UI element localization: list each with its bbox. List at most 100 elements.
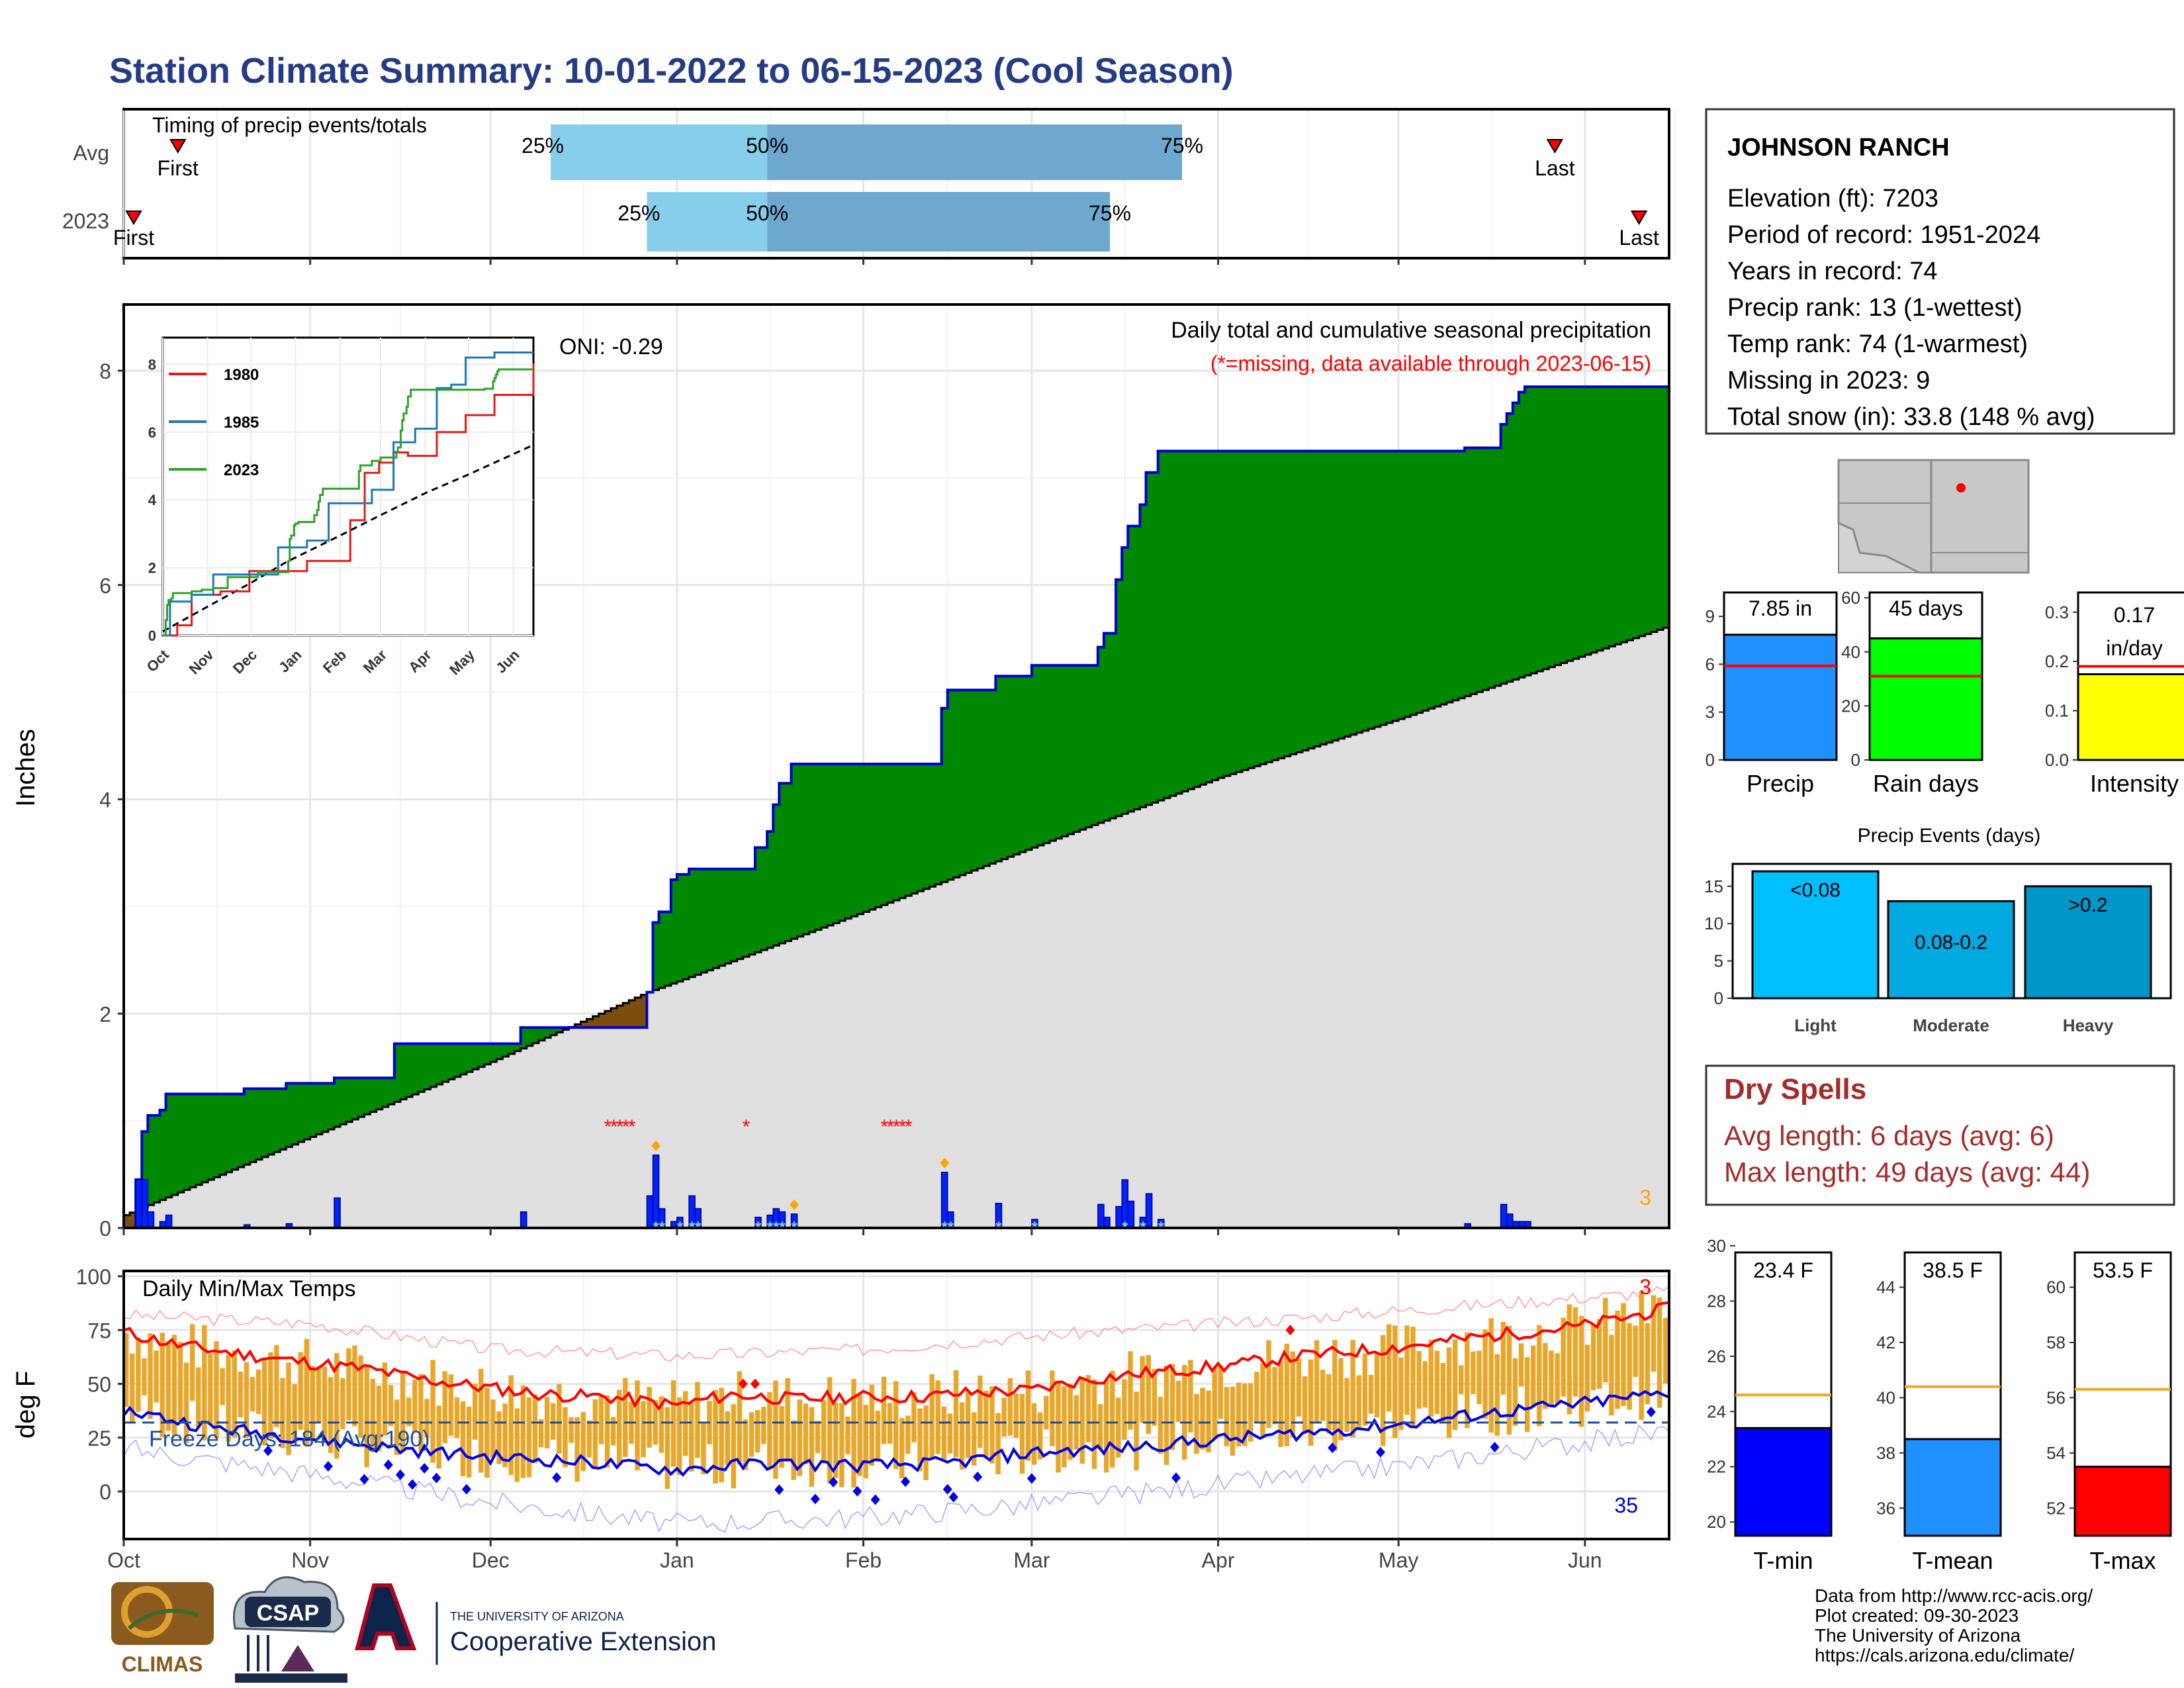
y-tick-label: 52 bbox=[2046, 1498, 2066, 1518]
daily-temp-bar bbox=[905, 1415, 911, 1454]
above-avg-area bbox=[1446, 451, 1453, 703]
above-avg-area bbox=[737, 868, 744, 959]
above-avg-area bbox=[1350, 451, 1357, 735]
daily-temp-bar bbox=[592, 1399, 598, 1469]
daily-temp-bar bbox=[496, 1411, 502, 1464]
above-avg-area bbox=[1410, 451, 1418, 715]
above-avg-area bbox=[1639, 387, 1646, 636]
above-avg-area bbox=[875, 764, 882, 908]
daily-temp-bar bbox=[773, 1380, 778, 1479]
daily-temp-bar bbox=[1200, 1387, 1205, 1450]
below-avg-area bbox=[610, 1008, 617, 1028]
above-avg-area bbox=[1543, 387, 1549, 669]
above-avg-area bbox=[887, 764, 894, 903]
daily-temp-bar bbox=[1242, 1383, 1248, 1446]
above-avg-area bbox=[767, 831, 774, 948]
inset-y-tick-label: 8 bbox=[148, 356, 156, 373]
above-avg-area bbox=[707, 868, 713, 970]
above-avg-area bbox=[1477, 447, 1483, 692]
temp-panel-title: Daily Min/Max Temps bbox=[142, 1276, 355, 1301]
daily-temp-bar bbox=[472, 1383, 478, 1440]
daily-temp-bar bbox=[695, 1382, 700, 1458]
station-elevation: Elevation (ft): 7203 bbox=[1727, 185, 1938, 212]
daily-temp-bar bbox=[1356, 1375, 1361, 1429]
above-avg-area bbox=[1524, 387, 1531, 676]
above-avg-area bbox=[1596, 387, 1604, 651]
daily-temp-bar bbox=[893, 1381, 899, 1470]
above-avg-area bbox=[731, 868, 738, 962]
x-tick-label-oct: Oct bbox=[107, 1548, 140, 1572]
daily-temp-bar bbox=[1410, 1327, 1416, 1428]
y-tick-label: 6 bbox=[99, 574, 111, 598]
above-avg-area bbox=[1368, 451, 1375, 729]
above-avg-area bbox=[839, 764, 846, 921]
daily-temp-bar bbox=[1392, 1325, 1398, 1438]
above-avg-area bbox=[995, 676, 1003, 862]
station-info-box: JOHNSON RANCH Elevation (ft): 7203 Perio… bbox=[1705, 108, 2175, 435]
inset-y-tick-label: 2 bbox=[148, 560, 156, 577]
daily-temp-bar bbox=[1091, 1379, 1097, 1469]
daily-temp-bar bbox=[1494, 1354, 1500, 1436]
timing-first-marker bbox=[125, 211, 142, 225]
above-avg-area bbox=[935, 764, 942, 884]
above-avg-area bbox=[286, 1083, 293, 1147]
y-tick-label: 4 bbox=[99, 788, 111, 812]
daily-temp-bar bbox=[641, 1401, 646, 1458]
record-low-marker bbox=[420, 1463, 430, 1474]
daily-temp-bar bbox=[1578, 1315, 1584, 1427]
above-avg-area bbox=[1386, 451, 1393, 724]
temp-bar-t-min bbox=[1734, 1427, 1833, 1537]
above-avg-area bbox=[1572, 387, 1580, 659]
timing-first-marker bbox=[169, 139, 187, 154]
daily-temp-bar bbox=[563, 1407, 568, 1468]
above-avg-area bbox=[551, 1027, 557, 1035]
daily-temp-bar bbox=[1296, 1358, 1302, 1417]
below-avg-area bbox=[598, 1013, 606, 1028]
daily-temp-bar bbox=[1146, 1355, 1152, 1434]
daily-temp-bar bbox=[1188, 1360, 1193, 1433]
daily-temp-bar bbox=[310, 1366, 316, 1439]
daily-temp-bar bbox=[220, 1368, 225, 1405]
daily-temp-bar bbox=[1657, 1297, 1662, 1408]
above-avg-area bbox=[1657, 387, 1664, 630]
daily-temp-bar bbox=[1158, 1397, 1163, 1454]
daily-temp-bar bbox=[226, 1354, 231, 1442]
above-avg-area bbox=[1662, 387, 1670, 628]
above-avg-area bbox=[1645, 387, 1652, 634]
precip-label: Precip bbox=[1747, 770, 1814, 797]
above-avg-area bbox=[695, 868, 702, 975]
above-avg-area bbox=[508, 1043, 516, 1054]
daily-temp-bar bbox=[430, 1360, 435, 1463]
daily-temp-bar bbox=[171, 1335, 177, 1436]
daily-temp-bar bbox=[1031, 1403, 1037, 1465]
daily-temp-bar bbox=[580, 1412, 586, 1472]
daily-temp-bar bbox=[610, 1417, 616, 1446]
daily-temp-bar bbox=[346, 1348, 351, 1421]
above-avg-area bbox=[1590, 387, 1598, 653]
daily-temp-bar bbox=[1422, 1361, 1428, 1408]
daily-temp-bar bbox=[544, 1397, 550, 1449]
daily-temp-bar bbox=[328, 1377, 334, 1453]
above-avg-area bbox=[797, 764, 804, 937]
above-avg-area bbox=[1404, 451, 1411, 717]
above-avg-area bbox=[911, 764, 918, 894]
above-avg-area bbox=[719, 868, 726, 966]
daily-temp-bar bbox=[1651, 1295, 1657, 1372]
daily-temp-bar bbox=[454, 1397, 460, 1438]
station-temp-rank: Temp rank: 74 (1-warmest) bbox=[1727, 330, 2028, 358]
daily-precip-bar bbox=[135, 1179, 143, 1229]
daily-temp-bar bbox=[689, 1403, 694, 1472]
above-avg-area bbox=[442, 1043, 449, 1082]
above-avg-area bbox=[159, 1109, 167, 1200]
daily-temp-bar bbox=[142, 1358, 147, 1395]
heavy-event-marker bbox=[790, 1199, 799, 1210]
y-tick-label: 6 bbox=[1706, 654, 1715, 674]
daily-temp-bar bbox=[767, 1391, 772, 1469]
daily-temp-bar bbox=[154, 1350, 159, 1403]
station-location-marker bbox=[1956, 483, 1966, 492]
x-tick-label-feb: Feb bbox=[845, 1548, 882, 1572]
daily-temp-bar bbox=[1056, 1383, 1061, 1473]
above-avg-area bbox=[1128, 526, 1134, 812]
